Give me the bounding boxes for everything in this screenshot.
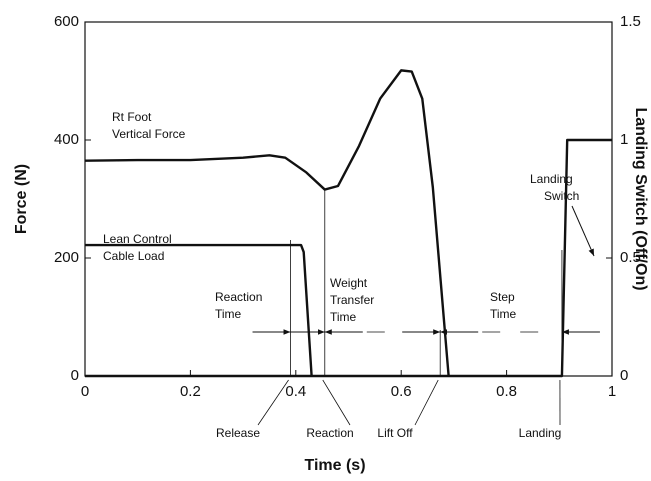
series-label: Switch — [544, 189, 579, 203]
y-tick-label: 200 — [54, 249, 79, 266]
series-label: Vertical Force — [112, 127, 186, 141]
y2-axis-label: Landing Switch (Off/On) — [632, 107, 649, 290]
series-line — [85, 243, 313, 377]
x-tick-label: 1 — [608, 383, 616, 400]
series-label: Landing — [530, 172, 573, 186]
interval-label: Reaction — [215, 290, 262, 304]
event-label: Release — [216, 426, 260, 440]
x-axis-label: Time (s) — [304, 457, 365, 474]
event-leader — [257, 379, 289, 426]
y-tick-label: 400 — [54, 131, 79, 148]
interval-label: Step — [490, 290, 515, 304]
series-label: Cable Load — [103, 249, 164, 263]
y2-tick-label: 1.5 — [620, 13, 641, 30]
series-line — [84, 69, 450, 377]
x-tick-label: 0.6 — [391, 383, 412, 400]
event-leader — [414, 379, 439, 426]
x-tick-label: 0.2 — [180, 383, 201, 400]
interval-label: Time — [490, 307, 517, 321]
event-label: Reaction — [306, 426, 353, 440]
label-arrow — [571, 205, 595, 257]
interval-label: Time — [330, 310, 357, 324]
x-tick-label: 0.4 — [285, 383, 306, 400]
series-line — [85, 138, 612, 378]
event-label: Lift Off — [377, 426, 413, 440]
series-label: Rt Foot — [112, 110, 152, 124]
y2-tick-label: 1 — [620, 131, 628, 148]
series-label: Lean Control — [103, 232, 172, 246]
x-tick-label: 0 — [81, 383, 89, 400]
y-axis-label: Force (N) — [13, 164, 30, 234]
y2-tick-label: 0.5 — [620, 249, 641, 266]
event-label: Landing — [519, 426, 562, 440]
y2-tick-label: 0 — [620, 367, 628, 384]
x-tick-label: 0.8 — [496, 383, 517, 400]
y-tick-label: 0 — [71, 367, 79, 384]
interval-label: Time — [215, 307, 242, 321]
y-tick-label: 600 — [54, 13, 79, 30]
interval-label: Weight — [330, 276, 368, 290]
event-leader — [322, 379, 351, 426]
interval-label: Transfer — [330, 293, 374, 307]
